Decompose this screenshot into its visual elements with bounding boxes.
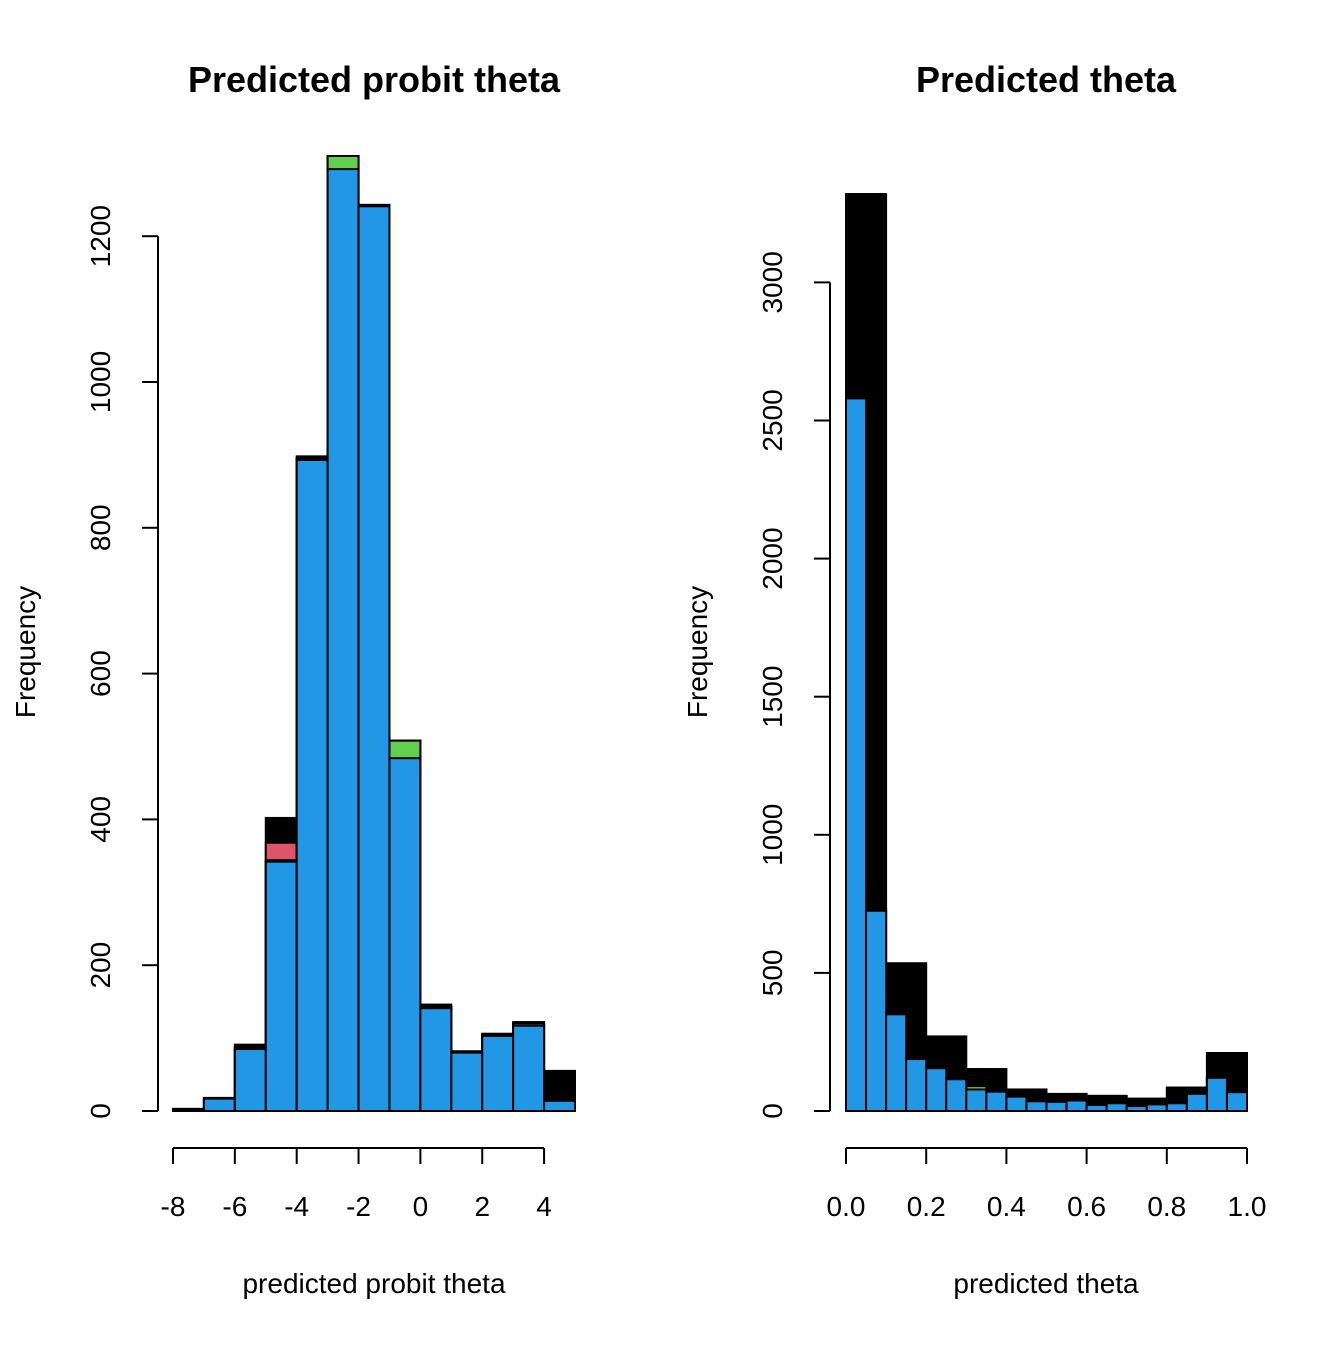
probit-theta-x-tick-label: -4 xyxy=(284,1191,309,1222)
theta-bar-s2-b11 xyxy=(1065,1099,1088,1113)
probit-theta-x-tick-label: -8 xyxy=(161,1191,186,1222)
theta-xlabel: predicted theta xyxy=(953,1268,1139,1299)
probit-theta-bar-s3-b1 xyxy=(202,1097,236,1112)
theta-bar-s2-b2 xyxy=(885,1013,908,1112)
theta-y-tick-label: 500 xyxy=(757,950,788,997)
theta-bar-s2-b19 xyxy=(1225,1091,1248,1112)
theta-y-axis: 0 500 1000 1500 2000 2500 3000 xyxy=(757,251,831,1119)
probit-theta-bar-s3-b10 xyxy=(481,1034,515,1113)
theta-y-tick-label: 0 xyxy=(757,1103,788,1119)
probit-theta-bar-s3-b6 xyxy=(357,205,391,1113)
theta-bar-s2-b4 xyxy=(925,1067,948,1112)
theta-bar-s2-b18 xyxy=(1205,1076,1228,1113)
probit-theta-x-tick-label: -2 xyxy=(346,1191,371,1222)
theta-bar-s2-b13 xyxy=(1105,1102,1128,1112)
theta-y-tick-label: 3000 xyxy=(757,251,788,313)
probit-theta-x-tick-label: 4 xyxy=(536,1191,552,1222)
theta-x-tick-label: 0.4 xyxy=(987,1191,1026,1222)
theta-bar-s2-b8 xyxy=(1005,1095,1028,1112)
theta-y-tick-label: 2000 xyxy=(757,527,788,589)
probit-theta-bar-s3-b8 xyxy=(419,1007,453,1112)
probit-theta-bars xyxy=(172,155,576,1113)
theta-bar-s2-b17 xyxy=(1185,1092,1208,1112)
theta-bar-s2-b9 xyxy=(1025,1100,1048,1113)
probit-theta-y-tick-label: 1200 xyxy=(85,205,116,267)
probit-theta-y-tick-label: 1000 xyxy=(85,351,116,413)
theta-bar-s2-b14 xyxy=(1125,1105,1148,1113)
theta-ylabel: Frequency xyxy=(682,586,713,718)
probit-theta-y-tick-label: 0 xyxy=(85,1103,116,1119)
theta-bar-s2-b10 xyxy=(1045,1100,1068,1113)
theta-x-tick-label: 1.0 xyxy=(1228,1191,1267,1222)
probit-theta-y-tick-label: 200 xyxy=(85,942,116,989)
probit-theta-ylabel: Frequency xyxy=(10,586,41,718)
probit-theta-title: Predicted probit theta xyxy=(188,59,561,100)
theta-x-tick-label: 0.0 xyxy=(827,1191,866,1222)
theta-bar-s2-b6 xyxy=(965,1088,988,1113)
probit-theta-x-tick-label: 0 xyxy=(413,1191,429,1222)
theta-bar-s2-b15 xyxy=(1145,1103,1168,1113)
probit-theta-x-tick-label: 2 xyxy=(474,1191,490,1222)
probit-theta-bar-s3-b0 xyxy=(172,1108,205,1113)
probit-theta-panel: Predicted probit theta predicted probit … xyxy=(10,59,576,1299)
probit-theta-xlabel: predicted probit theta xyxy=(242,1268,505,1299)
theta-x-axis: 0.0 0.2 0.4 0.6 0.8 1.0 xyxy=(827,1147,1267,1222)
theta-bar-s2-b16 xyxy=(1165,1102,1188,1112)
theta-x-tick-label: 0.2 xyxy=(907,1191,946,1222)
probit-theta-bar-s3-b9 xyxy=(450,1051,484,1113)
theta-panel: Predicted theta predicted theta Frequenc… xyxy=(682,59,1266,1299)
theta-y-tick-label: 2500 xyxy=(757,389,788,451)
theta-y-tick-label: 1500 xyxy=(757,666,788,728)
theta-bar-s2-b12 xyxy=(1085,1103,1108,1112)
probit-theta-y-tick-label: 800 xyxy=(85,504,116,551)
theta-bar-s2-b1 xyxy=(865,909,888,1113)
theta-bar-s2-b5 xyxy=(945,1078,968,1113)
theta-y-tick-label: 1000 xyxy=(757,804,788,866)
probit-theta-y-tick-label: 400 xyxy=(85,796,116,843)
probit-theta-y-tick-label: 600 xyxy=(85,650,116,697)
theta-title: Predicted theta xyxy=(916,59,1177,100)
probit-theta-bar-s3-b12 xyxy=(543,1099,576,1113)
theta-x-tick-label: 0.8 xyxy=(1147,1191,1186,1222)
probit-theta-x-tick-label: -6 xyxy=(222,1191,247,1222)
theta-bar-s2-b3 xyxy=(905,1058,928,1112)
probit-theta-x-axis: -8 -6 -4 -2 0 2 4 xyxy=(161,1147,552,1222)
probit-theta-bar-s3-b5 xyxy=(326,168,360,1112)
theta-x-tick-label: 0.6 xyxy=(1067,1191,1106,1222)
probit-theta-bar-s3-b11 xyxy=(512,1024,546,1112)
theta-bars xyxy=(845,193,1249,1113)
probit-theta-bar-s3-b2 xyxy=(233,1048,267,1112)
theta-bar-s2-b0 xyxy=(845,397,868,1113)
probit-theta-bar-s3-b3 xyxy=(264,860,298,1112)
probit-theta-y-axis: 0 200 400 600 800 1000 1200 xyxy=(85,205,159,1119)
probit-theta-bar-s3-b4 xyxy=(295,458,329,1113)
theta-bar-s2-b7 xyxy=(985,1090,1008,1112)
probit-theta-bar-s3-b7 xyxy=(388,757,422,1112)
